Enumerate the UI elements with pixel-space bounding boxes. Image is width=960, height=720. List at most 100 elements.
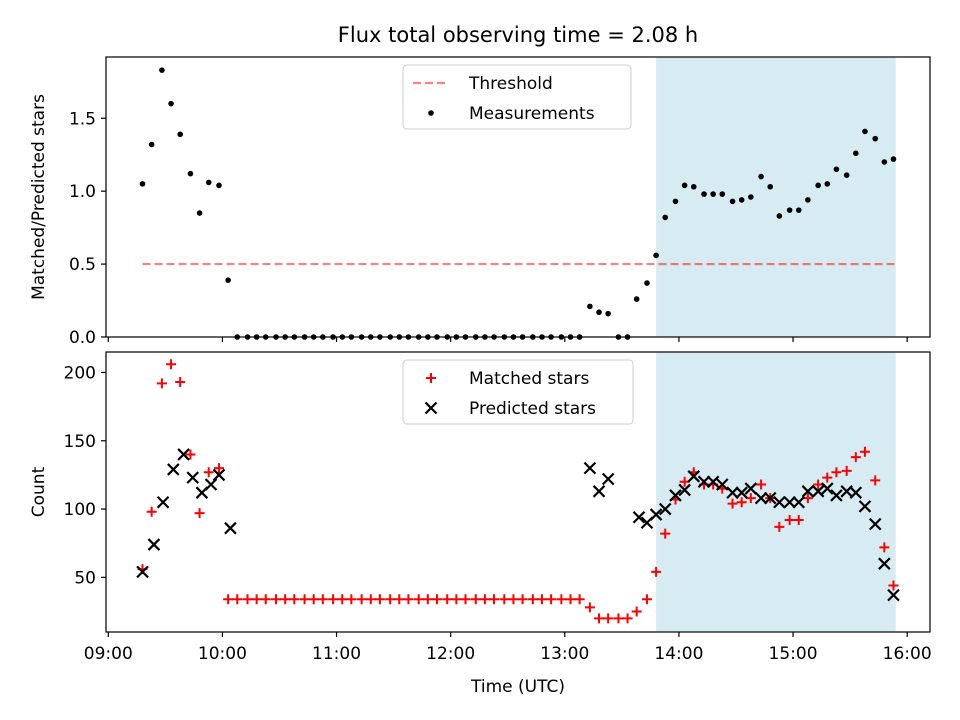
data-point: [346, 594, 357, 605]
data-point: [672, 198, 679, 205]
data-point: [442, 594, 453, 605]
data-point: [784, 515, 795, 525]
data-point: [499, 594, 510, 605]
y-tick-label: 150: [64, 432, 96, 452]
data-point: [167, 463, 180, 476]
data-point: [186, 471, 200, 484]
data-point: [213, 463, 224, 474]
data-point: [678, 483, 691, 497]
data-point: [546, 594, 557, 605]
data-point: [204, 478, 218, 491]
data-point: [337, 594, 348, 605]
data-point: [822, 472, 833, 483]
data-point: [831, 467, 842, 478]
data-point: [146, 506, 157, 517]
data-point: [308, 594, 319, 605]
data-point: [289, 594, 300, 605]
data-point: [136, 565, 149, 579]
data-point: [147, 538, 161, 551]
data-point: [888, 580, 899, 591]
y-tick-label: 0.0: [69, 328, 96, 348]
chart-title: Flux total observing time = 2.08 h: [338, 23, 698, 47]
legend-box: [402, 359, 634, 425]
data-point: [271, 594, 282, 605]
data-point: [196, 210, 203, 216]
y-tick-label: 50: [74, 568, 96, 588]
data-point: [811, 485, 825, 498]
data-point: [139, 181, 146, 187]
data-point: [868, 517, 882, 531]
data-point: [431, 594, 442, 605]
legend: Matched stars Predicted stars: [402, 359, 634, 425]
data-point: [662, 214, 669, 221]
legend-marker-dot: [428, 110, 434, 116]
data-point: [736, 497, 747, 508]
data-point: [224, 521, 237, 535]
data-point: [156, 495, 170, 509]
data-point: [881, 159, 888, 165]
data-point: [679, 476, 690, 487]
data-point: [394, 594, 405, 605]
highlight-span: [656, 57, 896, 337]
data-point: [385, 594, 396, 605]
legend-label: Matched stars: [469, 369, 589, 389]
data-point: [422, 594, 433, 605]
data-point: [613, 613, 624, 624]
y-axis-label: Matched/Predicted stars: [29, 94, 49, 300]
data-point: [177, 448, 190, 461]
data-point: [687, 470, 701, 483]
data-point: [633, 296, 640, 302]
data-point: [821, 482, 834, 495]
data-point: [793, 515, 804, 525]
data-point: [719, 191, 726, 197]
data-point: [631, 606, 642, 617]
data-point: [792, 495, 806, 509]
series-predicted-stars: [136, 448, 900, 602]
data-point: [594, 613, 605, 624]
data-point: [299, 594, 310, 605]
data-point: [710, 191, 716, 197]
data-point: [872, 135, 879, 142]
data-point: [596, 309, 602, 316]
x-tick-label: 11:00: [312, 644, 361, 664]
data-point: [212, 468, 226, 482]
data-point: [470, 594, 481, 605]
data-point: [260, 594, 271, 605]
x-tick-label: 09:00: [84, 644, 133, 664]
data-point: [651, 566, 662, 577]
data-point: [653, 252, 659, 259]
x-tick-label: 14:00: [654, 644, 703, 664]
y-tick-label: 200: [64, 363, 96, 383]
data-point: [565, 594, 576, 605]
data-point: [356, 594, 367, 605]
highlight-span: [656, 352, 896, 632]
data-point: [489, 594, 500, 605]
data-point: [280, 594, 291, 605]
data-point: [223, 594, 234, 605]
data-point: [878, 557, 891, 570]
data-point: [805, 197, 811, 203]
data-point: [660, 528, 671, 539]
data-point: [879, 542, 890, 553]
data-point: [729, 198, 736, 205]
data-point: [605, 310, 611, 317]
data-point: [403, 594, 414, 605]
data-point: [858, 500, 872, 513]
x-tick-label: 15:00: [769, 644, 818, 664]
data-point: [508, 594, 519, 605]
data-point: [870, 475, 881, 486]
data-point: [644, 280, 650, 286]
data-point: [738, 197, 745, 203]
data-point: [556, 594, 567, 605]
data-point: [669, 489, 682, 502]
data-point: [802, 493, 813, 504]
data-point: [584, 602, 595, 613]
data-point: [632, 510, 646, 524]
data-point: [681, 182, 688, 189]
data-point: [168, 100, 174, 107]
data-point: [815, 182, 821, 189]
legend: Threshold Measurements: [402, 64, 632, 130]
data-point: [744, 482, 758, 495]
x-axis-label: Time (UTC): [470, 677, 565, 697]
